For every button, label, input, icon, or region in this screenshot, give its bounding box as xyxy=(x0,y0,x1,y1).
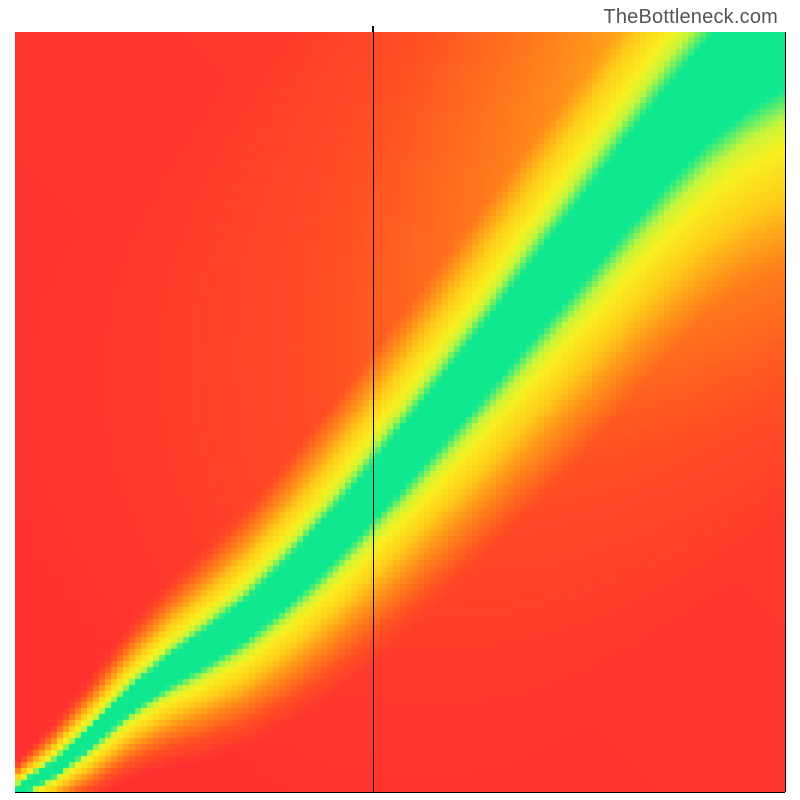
plot-border-bottom xyxy=(15,792,785,793)
heatmap-plot xyxy=(15,32,785,792)
marker-vertical-line xyxy=(373,32,374,792)
watermark-text: TheBottleneck.com xyxy=(603,6,778,29)
heatmap-canvas xyxy=(15,32,785,792)
plot-border-right xyxy=(785,32,786,792)
